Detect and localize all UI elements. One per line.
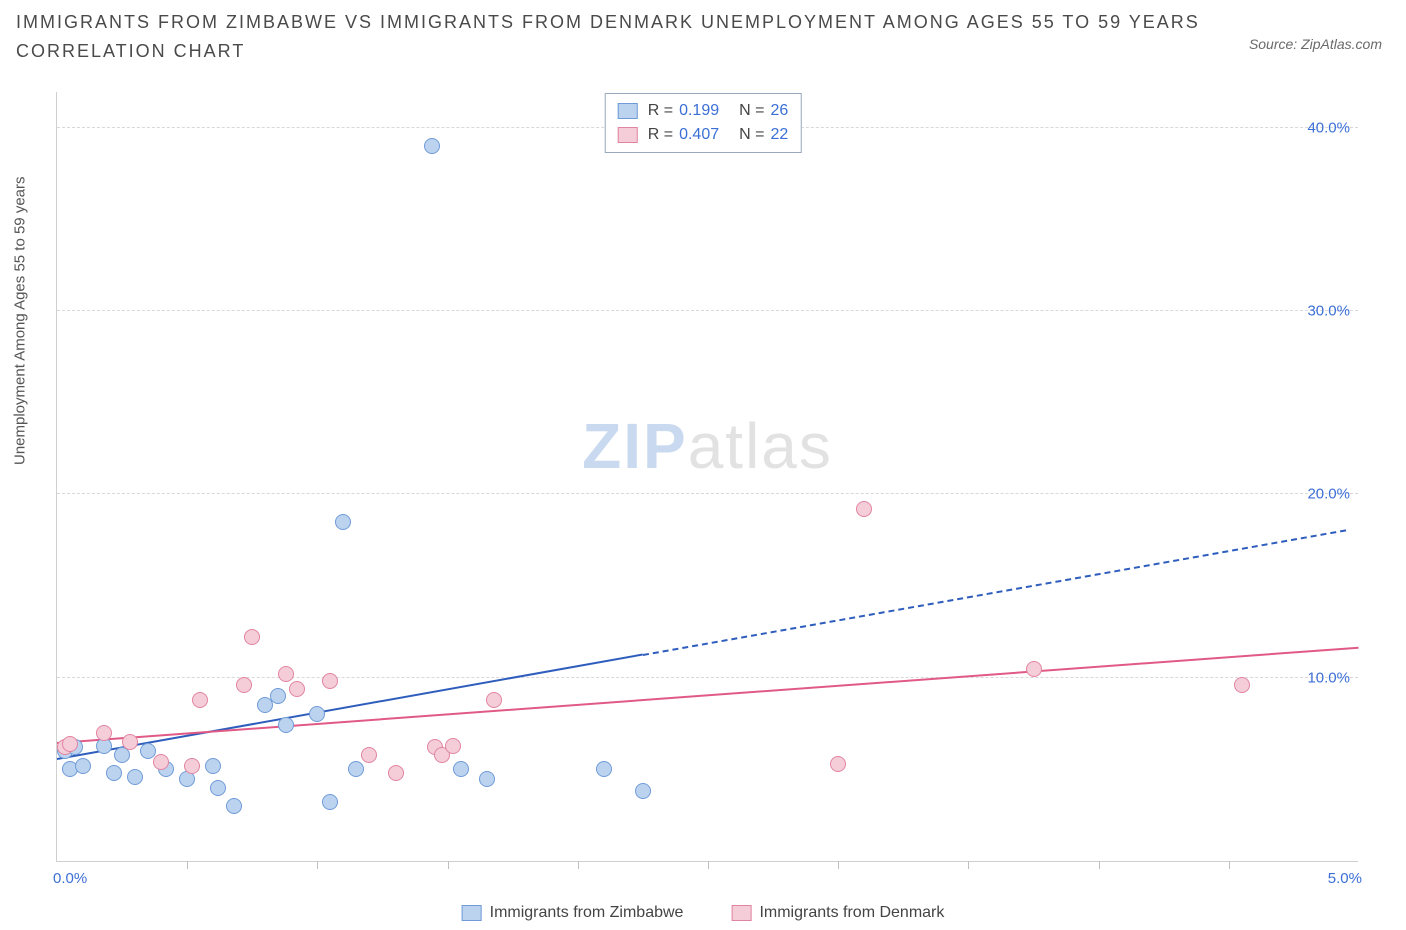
scatter-point bbox=[335, 514, 351, 530]
watermark-atlas: atlas bbox=[688, 410, 833, 482]
scatter-point bbox=[348, 761, 364, 777]
gridline bbox=[57, 310, 1358, 311]
scatter-point bbox=[1026, 661, 1042, 677]
scatter-point bbox=[445, 738, 461, 754]
scatter-point bbox=[486, 692, 502, 708]
scatter-point bbox=[184, 758, 200, 774]
r-label: R =0.407 bbox=[648, 123, 719, 147]
x-axis-max-label: 5.0% bbox=[1328, 870, 1362, 887]
y-axis-tick-label: 30.0% bbox=[1297, 303, 1350, 320]
y-axis-tick-label: 40.0% bbox=[1297, 119, 1350, 136]
scatter-point bbox=[122, 734, 138, 750]
n-value-zimbabwe: 26 bbox=[770, 102, 788, 119]
chart-title: IMMIGRANTS FROM ZIMBABWE VS IMMIGRANTS F… bbox=[16, 8, 1226, 66]
scatter-point bbox=[424, 138, 440, 154]
scatter-point bbox=[75, 758, 91, 774]
scatter-point bbox=[226, 798, 242, 814]
legend-item-zimbabwe: Immigrants from Zimbabwe bbox=[462, 904, 684, 922]
scatter-point bbox=[205, 758, 221, 774]
scatter-point bbox=[479, 771, 495, 787]
stats-row-denmark: R =0.407 N =22 bbox=[618, 123, 789, 147]
scatter-point bbox=[856, 501, 872, 517]
scatter-point bbox=[388, 765, 404, 781]
gridline bbox=[57, 677, 1358, 678]
scatter-point bbox=[244, 629, 260, 645]
scatter-point bbox=[1234, 677, 1250, 693]
trend-line-extrapolated bbox=[643, 529, 1346, 656]
x-axis-tick bbox=[708, 861, 709, 869]
plot-area: ZIPatlas 0.0% 5.0% 10.0%20.0%30.0%40.0% bbox=[56, 92, 1358, 862]
r-value-zimbabwe: 0.199 bbox=[679, 102, 719, 119]
scatter-point bbox=[309, 706, 325, 722]
scatter-point bbox=[62, 736, 78, 752]
scatter-point bbox=[192, 692, 208, 708]
r-value-denmark: 0.407 bbox=[679, 126, 719, 143]
x-axis-tick bbox=[968, 861, 969, 869]
scatter-point bbox=[106, 765, 122, 781]
scatter-point bbox=[361, 747, 377, 763]
series-legend: Immigrants from Zimbabwe Immigrants from… bbox=[462, 904, 945, 922]
x-axis-tick bbox=[448, 861, 449, 869]
scatter-point bbox=[453, 761, 469, 777]
x-axis-tick bbox=[317, 861, 318, 869]
y-axis-tick-label: 20.0% bbox=[1297, 486, 1350, 503]
y-axis-tick-label: 10.0% bbox=[1297, 669, 1350, 686]
n-label: N =22 bbox=[739, 123, 788, 147]
legend-label-zimbabwe: Immigrants from Zimbabwe bbox=[490, 904, 684, 922]
watermark: ZIPatlas bbox=[582, 409, 833, 483]
scatter-point bbox=[830, 756, 846, 772]
r-label: R =0.199 bbox=[648, 99, 719, 123]
x-axis-min-label: 0.0% bbox=[53, 870, 87, 887]
stats-legend: R =0.199 N =26 R =0.407 N =22 bbox=[605, 93, 802, 153]
x-axis-tick bbox=[578, 861, 579, 869]
stats-row-zimbabwe: R =0.199 N =26 bbox=[618, 99, 789, 123]
scatter-point bbox=[270, 688, 286, 704]
x-axis-tick bbox=[1099, 861, 1100, 869]
scatter-point bbox=[278, 717, 294, 733]
x-axis-tick bbox=[187, 861, 188, 869]
swatch-denmark bbox=[618, 127, 638, 143]
n-label: N =26 bbox=[739, 99, 788, 123]
x-axis-tick bbox=[1229, 861, 1230, 869]
scatter-point bbox=[289, 681, 305, 697]
scatter-point bbox=[127, 769, 143, 785]
scatter-point bbox=[153, 754, 169, 770]
legend-label-denmark: Immigrants from Denmark bbox=[759, 904, 944, 922]
gridline bbox=[57, 493, 1358, 494]
x-axis-tick bbox=[838, 861, 839, 869]
scatter-point bbox=[322, 794, 338, 810]
source-attribution: Source: ZipAtlas.com bbox=[1249, 36, 1382, 52]
scatter-point bbox=[596, 761, 612, 777]
n-value-denmark: 22 bbox=[770, 126, 788, 143]
legend-swatch-denmark bbox=[731, 905, 751, 921]
scatter-point bbox=[96, 725, 112, 741]
scatter-point bbox=[236, 677, 252, 693]
watermark-zip: ZIP bbox=[582, 410, 688, 482]
scatter-point bbox=[278, 666, 294, 682]
scatter-point bbox=[210, 780, 226, 796]
legend-item-denmark: Immigrants from Denmark bbox=[731, 904, 944, 922]
scatter-point bbox=[322, 673, 338, 689]
y-axis-label: Unemployment Among Ages 55 to 59 years bbox=[12, 176, 29, 465]
legend-swatch-zimbabwe bbox=[462, 905, 482, 921]
trend-line bbox=[57, 646, 1359, 743]
scatter-point bbox=[635, 783, 651, 799]
swatch-zimbabwe bbox=[618, 103, 638, 119]
